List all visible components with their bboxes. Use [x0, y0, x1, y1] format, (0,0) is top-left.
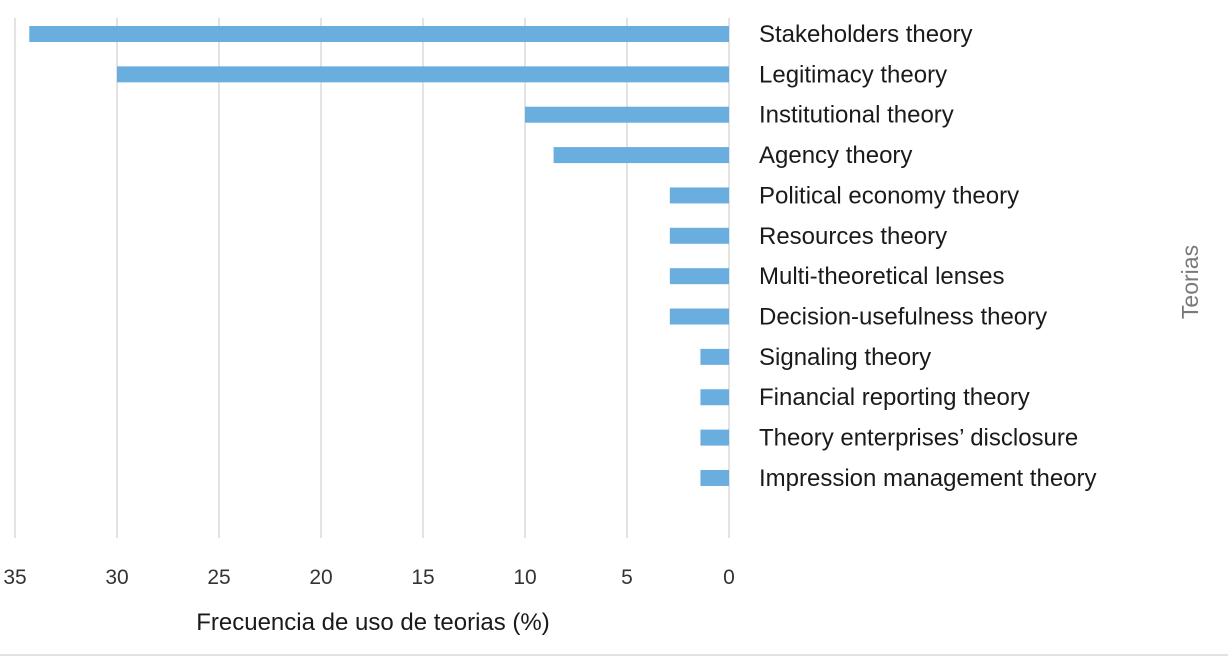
- bar: [669, 308, 729, 325]
- bar: [700, 429, 729, 446]
- category-label: Agency theory: [759, 142, 912, 169]
- category-label: Impression management theory: [759, 465, 1097, 492]
- y-axis-title: Teorias: [1177, 245, 1203, 319]
- category-label: Resources theory: [759, 223, 947, 250]
- bar: [553, 147, 729, 164]
- x-tick-label: 35: [3, 566, 26, 589]
- category-label: Theory enterprises’ disclosure: [759, 425, 1078, 452]
- bars: [29, 26, 729, 486]
- category-label: Financial reporting theory: [759, 384, 1030, 411]
- category-labels: Stakeholders theory Legitimacy theory Inst…: [759, 21, 1097, 492]
- bar: [669, 268, 729, 285]
- gridlines: [14, 18, 730, 538]
- category-label: Multi-theoretical lenses: [759, 263, 1004, 290]
- bar: [669, 187, 729, 204]
- x-tick-label: 30: [105, 566, 128, 589]
- x-tick-label: 10: [513, 566, 536, 589]
- x-tick-label: 5: [621, 566, 633, 589]
- x-tick-label: 15: [411, 566, 434, 589]
- x-tick-label: 20: [309, 566, 332, 589]
- bar: [525, 106, 729, 123]
- category-label: Stakeholders theory: [759, 21, 972, 48]
- bar: [669, 227, 729, 244]
- bottom-border: [0, 654, 1228, 656]
- x-tick-labels: 35 30 25 20 15 10 5 0: [3, 566, 735, 589]
- bar: [29, 26, 729, 42]
- category-label: Legitimacy theory: [759, 61, 947, 88]
- bar: [700, 469, 729, 486]
- x-axis-title: Frecuencia de uso de teorias (%): [196, 609, 550, 636]
- category-label: Decision-usefulness theory: [759, 304, 1047, 331]
- category-label: Political economy theory: [759, 182, 1019, 209]
- x-tick-label: 0: [723, 566, 735, 589]
- category-label: Signaling theory: [759, 344, 931, 371]
- x-tick-label: 25: [207, 566, 230, 589]
- category-label: Institutional theory: [759, 102, 954, 129]
- bar: [700, 348, 729, 365]
- bar: [117, 66, 729, 83]
- bar: [700, 389, 729, 406]
